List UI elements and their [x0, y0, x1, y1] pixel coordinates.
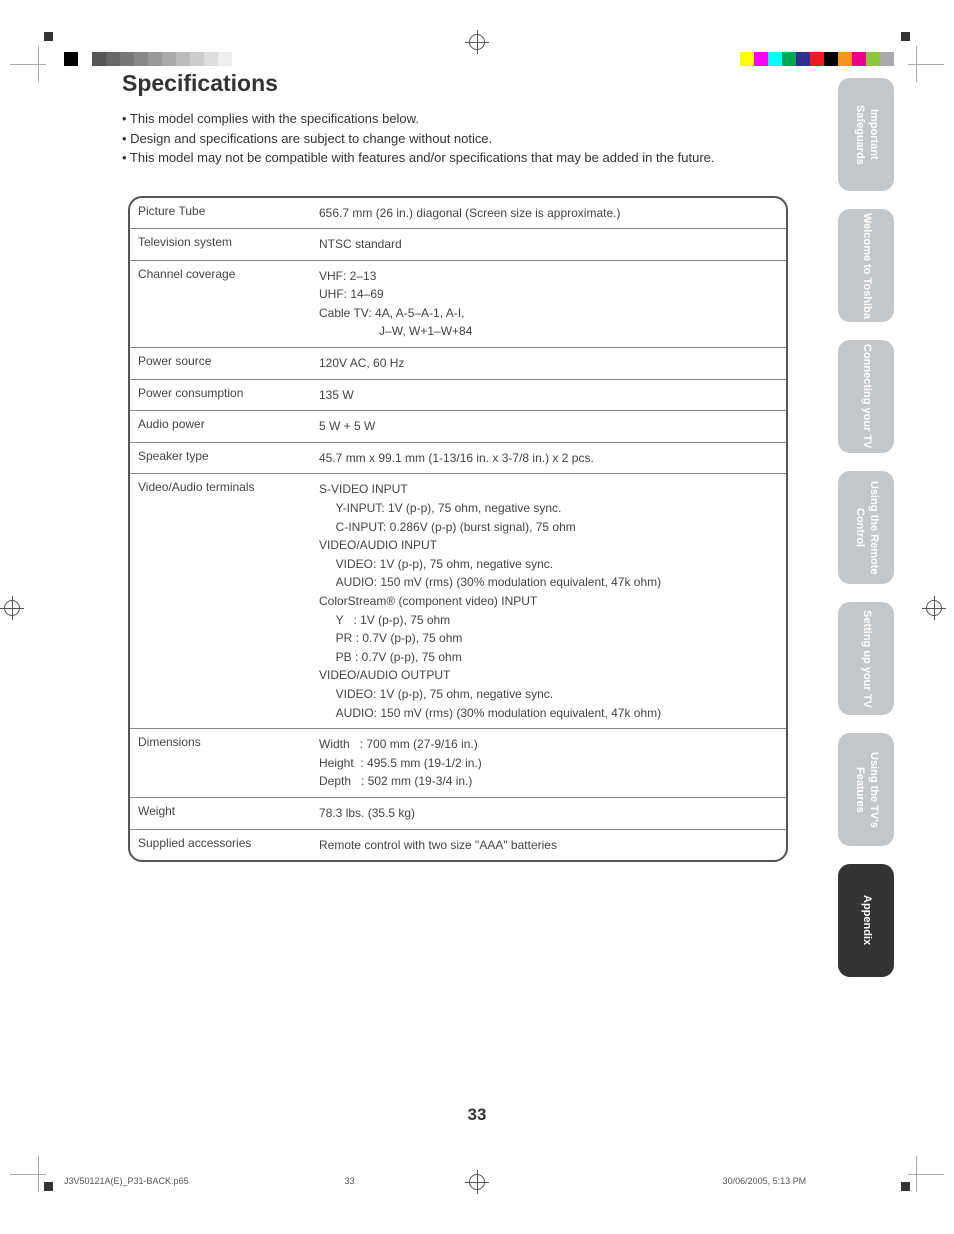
swatch [740, 52, 754, 66]
swatch [880, 52, 894, 66]
intro-bullets: • This model complies with the specifica… [122, 109, 890, 168]
swatch [190, 52, 204, 66]
section-tab[interactable]: Using the Remote Control [838, 471, 894, 584]
spec-label: Weight [130, 798, 309, 829]
bullet: • This model complies with the specifica… [122, 109, 890, 129]
spec-label: Power consumption [130, 380, 309, 411]
table-row: Speaker type45.7 mm x 99.1 mm (1-13/16 i… [130, 443, 786, 475]
spec-table: Picture Tube656.7 mm (26 in.) diagonal (… [128, 196, 788, 863]
swatch [866, 52, 880, 66]
swatch [232, 52, 246, 66]
spec-value: Width : 700 mm (27-9/16 in.) Height : 49… [309, 729, 786, 797]
swatch [796, 52, 810, 66]
swatch [204, 52, 218, 66]
registration-mark-right [926, 600, 942, 616]
section-tab[interactable]: Setting up your TV [838, 602, 894, 715]
section-tabs: Important Safeguards Welcome to Toshiba Co… [838, 78, 894, 977]
swatch [824, 52, 838, 66]
bullet: • This model may not be compatible with … [122, 148, 890, 168]
inner-mark [901, 1182, 910, 1191]
spec-label: Dimensions [130, 729, 309, 797]
swatch [120, 52, 134, 66]
crop-mark [10, 46, 46, 82]
table-row: Channel coverageVHF: 2–13 UHF: 14–69 Cab… [130, 261, 786, 348]
registration-mark [469, 1174, 485, 1190]
page-title: Specifications [122, 70, 890, 97]
swatch [768, 52, 782, 66]
swatch [106, 52, 120, 66]
spec-value: 120V AC, 60 Hz [309, 348, 786, 379]
spec-value: 78.3 lbs. (35.5 kg) [309, 798, 786, 829]
page-number: 33 [0, 1105, 954, 1125]
spec-value: NTSC standard [309, 229, 786, 260]
inner-mark [901, 32, 910, 41]
swatch [782, 52, 796, 66]
section-tab[interactable]: Important Safeguards [838, 78, 894, 191]
swatch [64, 52, 78, 66]
spec-value: 45.7 mm x 99.1 mm (1-13/16 in. x 3-7/8 i… [309, 443, 786, 474]
table-row: Television systemNTSC standard [130, 229, 786, 261]
inner-mark [44, 32, 53, 41]
spec-label: Picture Tube [130, 198, 309, 229]
crop-mark [10, 1156, 46, 1192]
spec-value: S-VIDEO INPUT Y-INPUT: 1V (p-p), 75 ohm,… [309, 474, 786, 728]
spec-value: 656.7 mm (26 in.) diagonal (Screen size … [309, 198, 786, 229]
spec-value: Remote control with two size "AAA" batte… [309, 830, 786, 861]
table-row: DimensionsWidth : 700 mm (27-9/16 in.) H… [130, 729, 786, 798]
swatch [162, 52, 176, 66]
swatch [810, 52, 824, 66]
table-row: Audio power5 W + 5 W [130, 411, 786, 443]
spec-label: Channel coverage [130, 261, 309, 347]
table-row: Supplied accessoriesRemote control with … [130, 830, 786, 861]
table-row: Power source120V AC, 60 Hz [130, 348, 786, 380]
swatch [838, 52, 852, 66]
crop-mark [908, 1156, 944, 1192]
registration-mark [469, 34, 485, 50]
inner-mark [44, 1182, 53, 1191]
table-row: Picture Tube656.7 mm (26 in.) diagonal (… [130, 198, 786, 230]
swatch [92, 52, 106, 66]
spec-value: 135 W [309, 380, 786, 411]
spec-label: Supplied accessories [130, 830, 309, 861]
spec-label: Video/Audio terminals [130, 474, 309, 728]
section-tab[interactable]: Welcome to Toshiba [838, 209, 894, 322]
spec-label: Audio power [130, 411, 309, 442]
color-bar-right [740, 52, 894, 66]
swatch [754, 52, 768, 66]
spec-label: Speaker type [130, 443, 309, 474]
spec-value: VHF: 2–13 UHF: 14–69 Cable TV: 4A, A-5–A… [309, 261, 786, 347]
table-row: Weight78.3 lbs. (35.5 kg) [130, 798, 786, 830]
swatch [218, 52, 232, 66]
color-bar-left [64, 52, 246, 66]
spec-label: Television system [130, 229, 309, 260]
registration-mark-left [4, 600, 20, 616]
swatch [148, 52, 162, 66]
spec-value: 5 W + 5 W [309, 411, 786, 442]
section-tab[interactable]: Appendix [838, 864, 894, 977]
crop-mark [908, 46, 944, 82]
spec-label: Power source [130, 348, 309, 379]
table-row: Video/Audio terminalsS-VIDEO INPUT Y-INP… [130, 474, 786, 729]
bullet: • Design and specifications are subject … [122, 129, 890, 149]
swatch [78, 52, 92, 66]
table-row: Power consumption135 W [130, 380, 786, 412]
section-tab[interactable]: Using the TV's Features [838, 733, 894, 846]
swatch [176, 52, 190, 66]
swatch [852, 52, 866, 66]
section-tab[interactable]: Connecting your TV [838, 340, 894, 453]
swatch [134, 52, 148, 66]
